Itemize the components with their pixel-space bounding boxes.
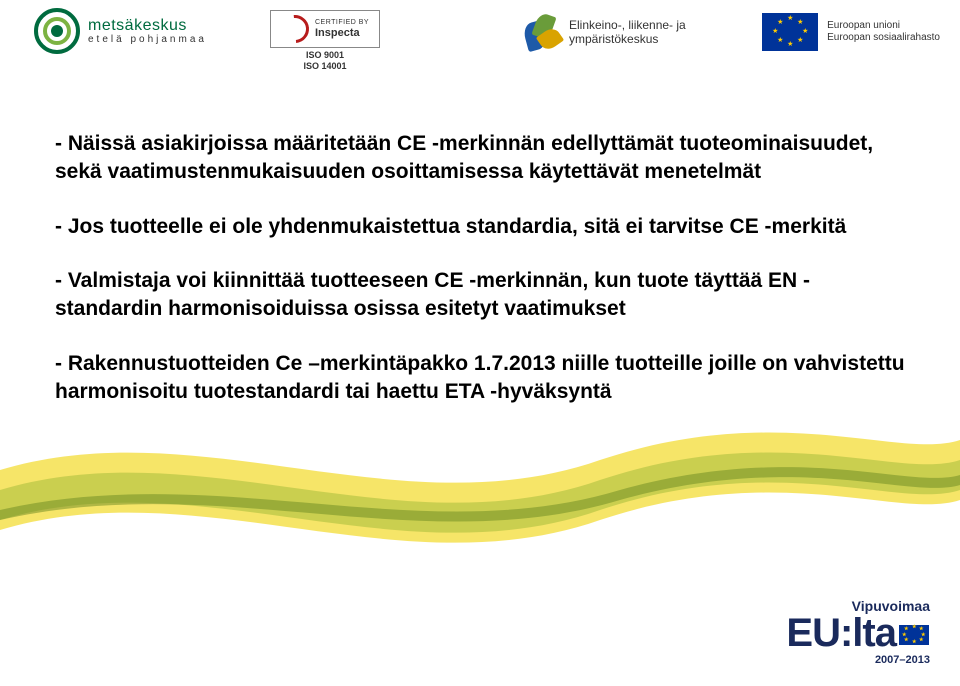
vipuvoimaa-stamp: Vipuvoimaa EU:lta ★ ★ ★ ★ ★ ★ ★ ★ 2007–2… (786, 598, 930, 666)
ely-line1: Elinkeino-, liikenne- ja (569, 18, 686, 32)
eu-flag-icon: ★ ★ ★ ★ ★ ★ ★ ★ (761, 12, 819, 52)
metsakeskus-title: metsäkeskus (88, 17, 207, 35)
iso-9001: ISO 9001 (304, 50, 347, 61)
iso-14001: ISO 14001 (304, 61, 347, 72)
bullet-1: - Näissä asiakirjoissa määritetään CE -m… (55, 130, 905, 187)
eu-logo: ★ ★ ★ ★ ★ ★ ★ ★ Euroopan unioni Euroopan… (761, 12, 940, 52)
metsakeskus-subtitle: etelä pohjanmaa (88, 34, 207, 45)
inspecta-brand: Inspecta (315, 27, 369, 39)
ely-line2: ympäristökeskus (569, 32, 686, 46)
stamp-eulta: EU:lta ★ ★ ★ ★ ★ ★ ★ ★ (786, 614, 930, 652)
bullet-4: - Rakennustuotteiden Ce –merkintäpakko 1… (55, 350, 905, 407)
eu-line1: Euroopan unioni (827, 20, 940, 32)
metsakeskus-logo: metsäkeskus etelä pohjanmaa (34, 8, 207, 54)
metsakeskus-icon (34, 8, 80, 54)
bullet-2: - Jos tuotteelle ei ole yhdenmukaistettu… (55, 213, 905, 241)
header: metsäkeskus etelä pohjanmaa CERTIFIED BY… (0, 8, 960, 88)
inspecta-logo: CERTIFIED BY Inspecta ISO 9001 ISO 14001 (270, 10, 380, 72)
inspecta-certified: CERTIFIED BY (315, 19, 369, 27)
stamp-years: 2007–2013 (786, 654, 930, 666)
bullet-3: - Valmistaja voi kiinnittää tuotteeseen … (55, 267, 905, 324)
ely-logo: Elinkeino-, liikenne- ja ympäristökeskus (525, 14, 686, 50)
content: - Näissä asiakirjoissa määritetään CE -m… (55, 130, 905, 406)
stamp-flag-icon: ★ ★ ★ ★ ★ ★ ★ ★ (898, 624, 930, 646)
inspecta-arc-icon (275, 9, 314, 48)
ely-leaf-icon (525, 14, 561, 50)
wave-decoration (0, 400, 960, 560)
eu-line2: Euroopan sosiaalirahasto (827, 32, 940, 44)
